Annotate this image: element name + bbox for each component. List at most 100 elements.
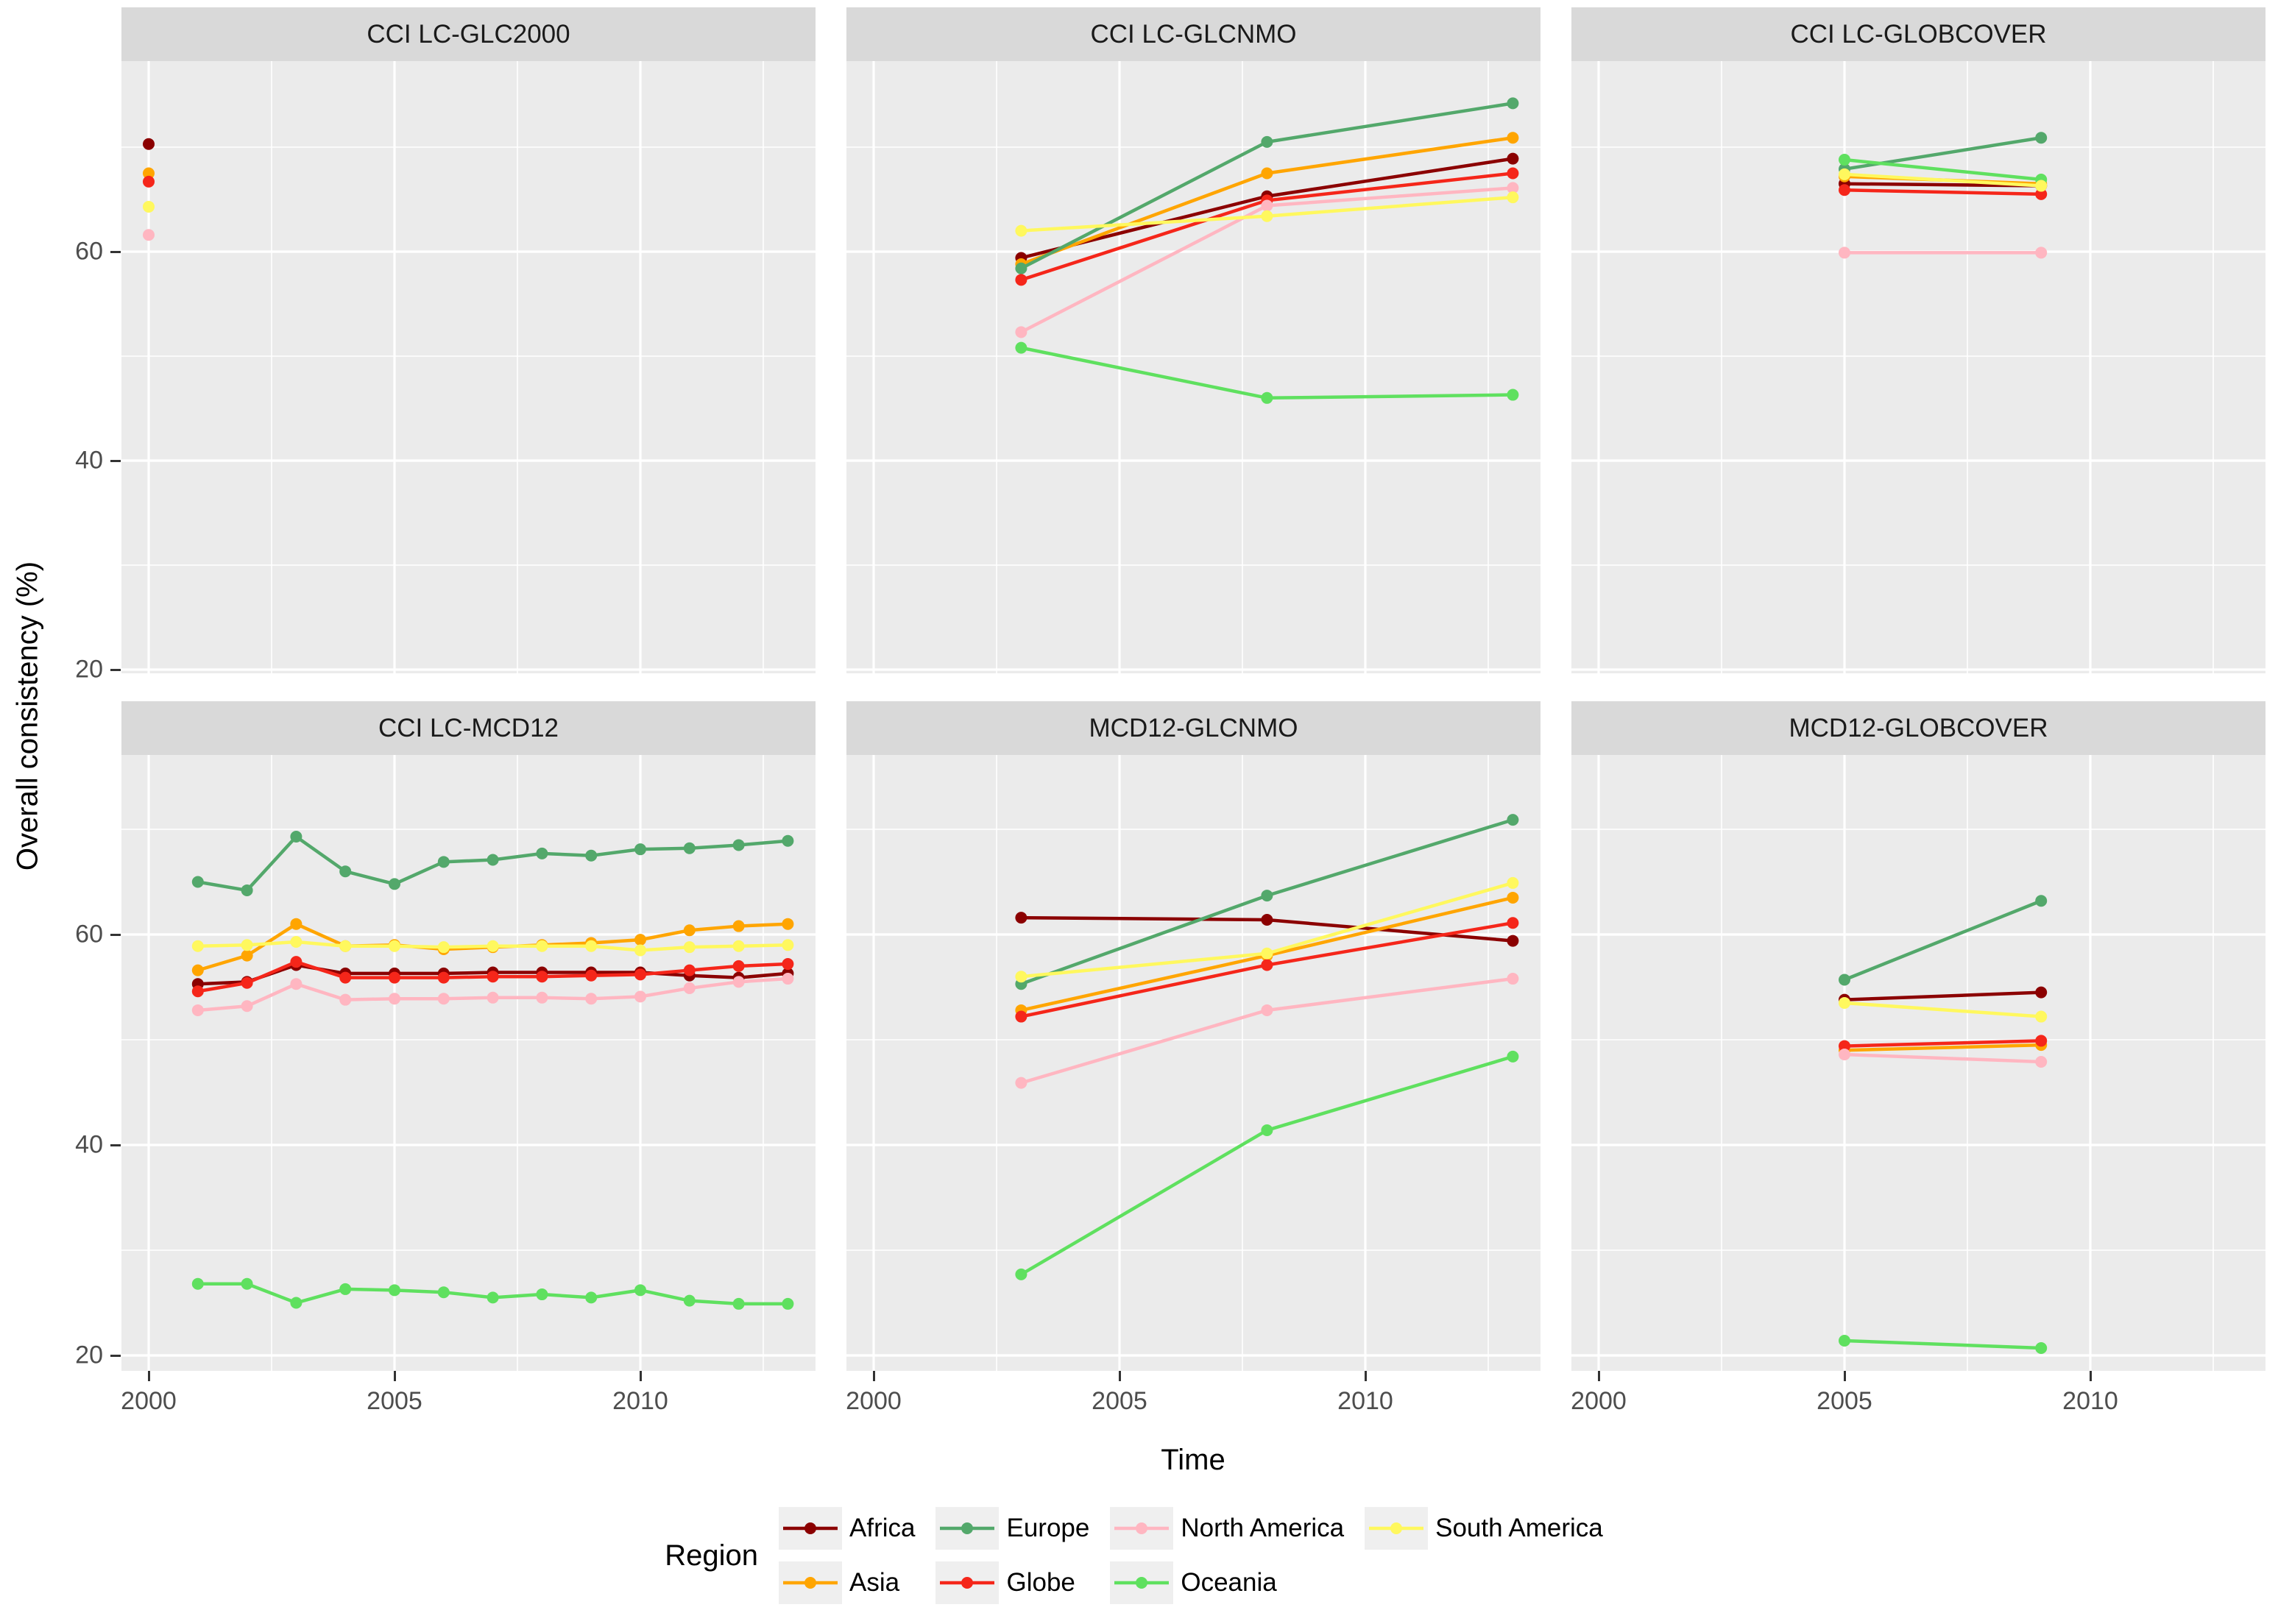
x-tick-mark xyxy=(148,1371,150,1381)
x-tick-label: 2010 xyxy=(612,1387,668,1415)
line-series-South America xyxy=(1015,876,1519,983)
y-tick-label: 40 xyxy=(75,1130,103,1159)
facet-strip-MCD12-GLOBCOVER: MCD12-GLOBCOVER xyxy=(1571,701,2265,755)
x-tick-mark xyxy=(1119,1371,1121,1381)
panel-plot-area xyxy=(1571,755,2265,1371)
panel-plot-area xyxy=(846,61,1541,673)
x-tick-mark xyxy=(640,1371,642,1381)
y-tick-mark xyxy=(110,1144,121,1146)
line-series-Europe xyxy=(1839,895,2048,986)
legend-line-icon xyxy=(940,1577,995,1589)
line-series-Asia xyxy=(143,167,155,180)
line-series-Globe xyxy=(143,175,155,188)
x-tick-label: 2000 xyxy=(1571,1387,1627,1415)
legend-line-icon xyxy=(1114,1522,1170,1534)
facet-title: CCI LC-GLC2000 xyxy=(367,19,570,49)
facet-title: CCI LC-GLOBCOVER xyxy=(1790,19,2047,49)
line-series-Globe xyxy=(1839,1035,2048,1052)
legend-label: Globe xyxy=(1006,1568,1075,1597)
legend-line-icon xyxy=(1369,1522,1424,1534)
line-series-South America xyxy=(143,200,155,213)
legend-entry-asia: Asia xyxy=(779,1561,925,1604)
legend-label: Africa xyxy=(849,1514,916,1542)
line-series-South America xyxy=(191,936,794,957)
y-tick-mark xyxy=(110,251,121,253)
y-axis-title: Overall consistency (%) xyxy=(11,561,44,871)
x-tick-label: 2000 xyxy=(846,1387,902,1415)
x-tick-mark xyxy=(1365,1371,1367,1381)
legend-line-icon xyxy=(1114,1577,1170,1589)
facet-strip-CCI LC-GLOBCOVER: CCI LC-GLOBCOVER xyxy=(1571,7,2265,61)
x-tick-mark xyxy=(1844,1371,1846,1381)
line-series-Oceania xyxy=(1015,1050,1519,1280)
line-series-South America xyxy=(1015,191,1519,237)
x-tick-mark xyxy=(873,1371,875,1381)
legend-entry-europe: Europe xyxy=(935,1507,1100,1550)
line-series-North America xyxy=(143,229,155,241)
legend-title: Region xyxy=(665,1539,759,1572)
line-series-North America xyxy=(1839,1049,2048,1068)
legend-entry-south-america: South America xyxy=(1365,1507,1613,1550)
panel-plot-area xyxy=(121,61,816,673)
x-tick-label: 2010 xyxy=(1337,1387,1393,1415)
facet-panel-CCI LC-GLC2000 xyxy=(121,61,816,673)
legend-key-swatch xyxy=(935,1507,1000,1550)
line-series-Europe xyxy=(1015,97,1519,274)
y-tick-label: 20 xyxy=(75,1341,103,1369)
x-tick-mark xyxy=(2090,1371,2092,1381)
y-tick-label: 60 xyxy=(75,920,103,948)
x-tick-label: 2005 xyxy=(367,1387,422,1415)
legend-items: Africa Asia Europe Globe North America Oceani… xyxy=(779,1507,1613,1604)
legend-label: North America xyxy=(1181,1514,1345,1542)
legend-key-swatch xyxy=(1110,1561,1174,1604)
legend-entry-globe: Globe xyxy=(935,1561,1100,1604)
legend-entry-oceania: Oceania xyxy=(1110,1561,1354,1604)
x-tick-label: 2005 xyxy=(1092,1387,1147,1415)
line-series-Oceania xyxy=(1839,1334,2048,1354)
line-series-North America xyxy=(1839,247,2048,259)
facet-panel-MCD12-GLCNMO xyxy=(846,755,1541,1371)
legend-entry-africa: Africa xyxy=(779,1507,925,1550)
facet-title: CCI LC-MCD12 xyxy=(378,713,559,742)
line-series-North America xyxy=(1015,182,1519,338)
y-tick-label: 60 xyxy=(75,237,103,266)
x-axis-title: Time xyxy=(1161,1444,1225,1476)
legend-key-swatch xyxy=(779,1561,843,1604)
line-series-Oceania xyxy=(1015,341,1519,404)
panel-plot-area xyxy=(121,755,816,1371)
legend-key-swatch xyxy=(779,1507,843,1550)
line-series-Globe xyxy=(1839,184,2048,200)
legend-label: South America xyxy=(1435,1514,1603,1542)
line-series-South America xyxy=(1839,168,2048,192)
x-tick-label: 2010 xyxy=(2062,1387,2118,1415)
line-series-South America xyxy=(1839,996,2048,1023)
line-series-Africa xyxy=(1839,986,2048,1006)
legend-line-icon xyxy=(783,1522,838,1534)
legend-line-icon xyxy=(940,1522,995,1534)
x-tick-mark xyxy=(394,1371,396,1381)
facet-panel-CCI LC-GLCNMO xyxy=(846,61,1541,673)
y-tick-mark xyxy=(110,669,121,671)
line-series-North America xyxy=(1015,973,1519,1089)
y-tick-mark xyxy=(110,1355,121,1357)
legend-label: Europe xyxy=(1006,1514,1090,1542)
y-tick-mark xyxy=(110,934,121,936)
x-tick-label: 2000 xyxy=(121,1387,177,1415)
line-series-Oceania xyxy=(191,1277,794,1310)
line-series-Europe xyxy=(191,831,794,896)
line-series-North America xyxy=(191,973,794,1016)
facet-panel-MCD12-GLOBCOVER xyxy=(1571,755,2265,1371)
line-series-Globe xyxy=(1015,917,1519,1023)
legend: Region Africa Asia Europe Globe North Americ… xyxy=(0,1507,2278,1604)
legend-key-swatch xyxy=(1110,1507,1174,1550)
legend-key-swatch xyxy=(1365,1507,1429,1550)
y-tick-label: 20 xyxy=(75,655,103,684)
panel-plot-area xyxy=(846,755,1541,1371)
legend-label: Oceania xyxy=(1181,1568,1277,1597)
line-series-Africa xyxy=(1015,912,1519,947)
x-tick-mark xyxy=(1598,1371,1600,1381)
line-series-Africa xyxy=(143,138,155,150)
facet-strip-CCI LC-GLC2000: CCI LC-GLC2000 xyxy=(121,7,816,61)
panel-plot-area xyxy=(1571,61,2265,673)
